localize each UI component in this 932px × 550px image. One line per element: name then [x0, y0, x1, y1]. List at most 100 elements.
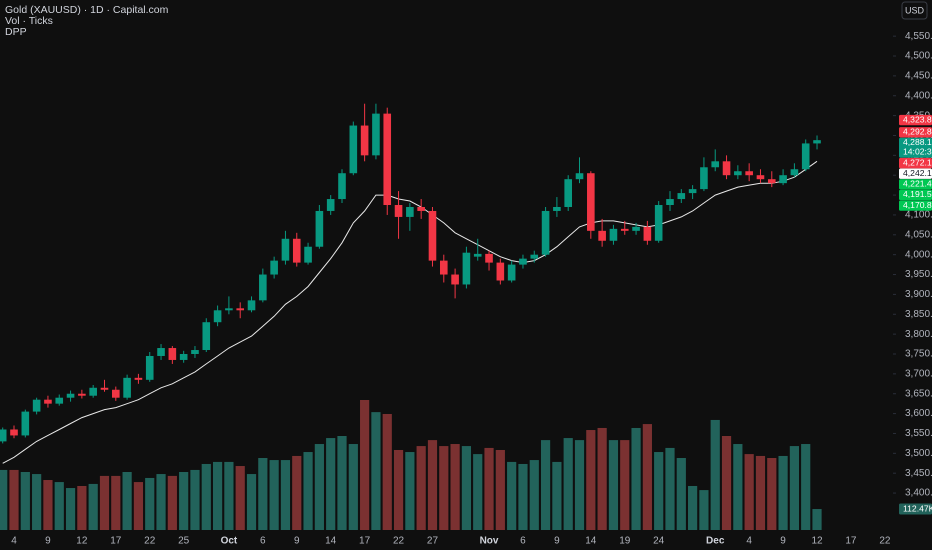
x-tick-label: 4	[746, 536, 752, 547]
volume-bar	[812, 509, 822, 530]
volume-bar	[156, 474, 166, 530]
y-tick-label: 3,650.00	[905, 388, 932, 399]
candle-body	[315, 210, 324, 247]
candle-body	[372, 113, 380, 156]
y-tick-label: 3,550.00	[905, 428, 932, 439]
candle-body	[338, 173, 346, 200]
x-tick-label: 12	[76, 536, 88, 547]
volume-bar	[65, 488, 76, 530]
y-tick-label: 3,700.00	[905, 369, 932, 380]
candle-body	[620, 228, 629, 231]
x-tick-label: 9	[294, 536, 300, 547]
volume-bar	[676, 458, 686, 530]
price-tag	[899, 200, 932, 211]
volume-bar	[721, 435, 732, 530]
chart-title: Gold (XAUUSD) · 1D · Capital.com	[5, 4, 169, 16]
candle-body	[89, 387, 97, 396]
candle-body	[202, 322, 211, 351]
candle-body	[632, 226, 640, 231]
candle-body	[10, 429, 18, 436]
price-tag	[899, 168, 932, 179]
volume-tag-label: 112.47K	[903, 503, 932, 513]
price-tag	[899, 189, 932, 201]
candle-body	[643, 226, 652, 241]
y-tick-label: 3,950.00	[905, 269, 932, 280]
y-tick-label: 3,500.00	[905, 448, 932, 459]
x-tick-label: 6	[260, 536, 266, 547]
volume-bar	[461, 446, 472, 530]
x-tick-label: 22	[393, 536, 405, 547]
x-tick-label: Oct	[221, 536, 238, 547]
candle-body	[598, 230, 606, 241]
volume-bar	[801, 444, 811, 530]
candle-body	[711, 161, 720, 168]
volume-bar	[540, 440, 551, 530]
volume-bar	[450, 444, 460, 530]
volume-bar	[179, 471, 189, 530]
volume-bar	[88, 483, 98, 530]
volume-bar	[111, 475, 121, 530]
candle-body	[428, 210, 437, 261]
x-tick-label: 14	[585, 536, 597, 547]
volume-bar	[122, 471, 132, 530]
volume-bar	[133, 482, 144, 530]
candle-body	[349, 125, 358, 174]
candle-body	[292, 238, 301, 263]
volume-bar	[167, 475, 177, 530]
volume-bar	[212, 461, 223, 530]
moving-average	[2, 160, 818, 464]
candle-body	[473, 253, 482, 257]
volume-bar	[529, 460, 539, 530]
volume-bar	[371, 412, 381, 530]
x-tick-label: 4	[11, 536, 17, 547]
y-tick-label: 4,100.00	[905, 210, 932, 221]
volume-bar	[201, 463, 211, 530]
volume-bar	[303, 452, 313, 530]
volume-bar	[246, 474, 257, 530]
y-tick-label: 4,400.00	[905, 90, 932, 101]
candle-body	[112, 389, 120, 398]
currency-button[interactable]	[901, 1, 928, 20]
volume-bar	[9, 469, 19, 530]
candle-body	[801, 143, 810, 170]
candle-body	[406, 206, 414, 217]
volume-bar	[224, 461, 234, 530]
x-tick-label: 25	[178, 536, 190, 547]
volume-bar	[710, 419, 720, 530]
candle-body	[564, 179, 572, 207]
candle-body	[530, 254, 539, 259]
price-tag	[899, 179, 932, 190]
y-tick-label: 3,800.00	[905, 329, 932, 340]
volume-bar	[54, 482, 64, 530]
x-tick-label: Dec	[706, 536, 725, 547]
y-tick-label: 4,500.00	[905, 51, 932, 62]
x-tick-label: 17	[359, 536, 371, 547]
candle-body	[790, 169, 799, 176]
candle-body	[123, 377, 131, 398]
candle-body	[236, 308, 245, 311]
volume-tag	[899, 503, 932, 515]
volume-bar	[654, 452, 664, 530]
candle-body	[383, 113, 392, 206]
candle-body	[587, 173, 595, 231]
volume-bar	[507, 461, 517, 530]
y-tick-label: 3,750.00	[905, 349, 932, 360]
volume-bar	[699, 490, 709, 530]
y-tick-label: 4,550.00	[905, 31, 932, 42]
volume-bar	[631, 427, 641, 530]
y-tick-label: 3,400.00	[905, 488, 932, 499]
y-tick-label: 4,450.00	[905, 71, 932, 82]
candle-body	[134, 377, 143, 380]
currency-label[interactable]: USD	[905, 5, 925, 15]
candle-body	[553, 206, 561, 211]
price-tag-label: 4,323.82	[903, 114, 932, 124]
volume-bar	[642, 424, 652, 530]
candle-body	[688, 189, 697, 194]
price-tag-label: 4,242.17	[903, 168, 932, 178]
volume-bar	[0, 469, 8, 530]
candle-body	[304, 246, 312, 263]
candle-body	[179, 353, 188, 360]
candle-body	[734, 171, 742, 176]
y-tick-label: 3,900.00	[905, 289, 932, 300]
